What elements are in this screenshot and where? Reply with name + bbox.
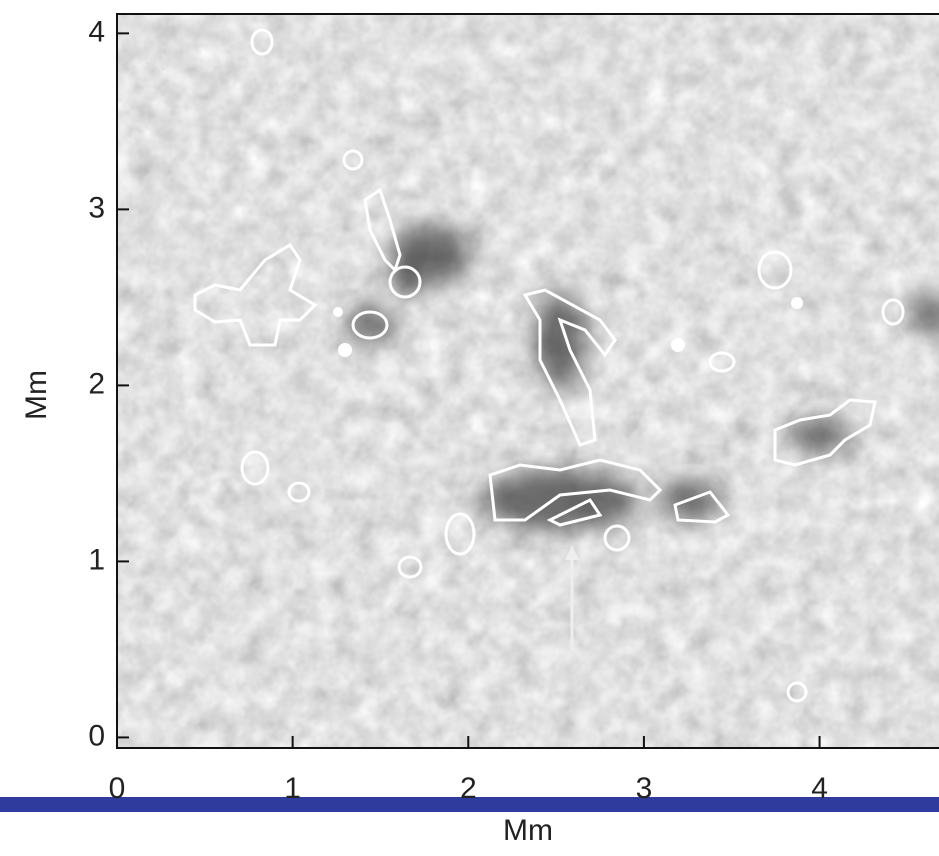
x-tick-label: 1: [284, 772, 301, 805]
x-tick-label: 2: [460, 772, 477, 805]
y-tick-label: 4: [88, 15, 105, 48]
y-tick-label: 2: [88, 367, 105, 400]
plot-frame: [116, 13, 939, 749]
y-tick-label: 1: [88, 543, 105, 576]
y-axis-label: Mm: [20, 370, 53, 420]
x-tick-label: 3: [636, 772, 653, 805]
x-axis-label: Mm: [503, 814, 553, 847]
y-tick-label: 0: [88, 719, 105, 752]
image: [117, 14, 939, 748]
x-tick-label: 0: [109, 772, 126, 805]
ui-bar: [0, 797, 939, 812]
x-tick-label: 4: [811, 772, 828, 805]
y-tick-label: 3: [88, 191, 105, 224]
